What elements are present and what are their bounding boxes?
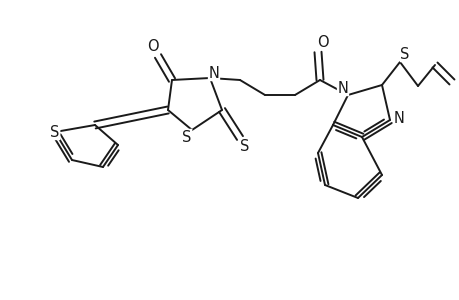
Text: S: S xyxy=(399,46,409,62)
Text: N: N xyxy=(337,80,347,95)
Text: O: O xyxy=(147,38,158,53)
Text: S: S xyxy=(182,130,191,145)
Text: O: O xyxy=(317,34,328,50)
Text: S: S xyxy=(50,124,60,140)
Text: N: N xyxy=(208,65,219,80)
Text: N: N xyxy=(393,110,403,125)
Text: S: S xyxy=(240,139,249,154)
